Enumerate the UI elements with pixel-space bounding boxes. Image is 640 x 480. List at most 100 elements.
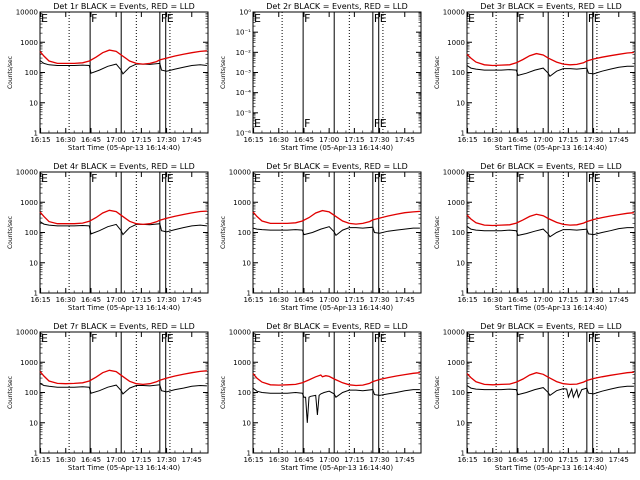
plot-frame — [466, 11, 636, 134]
x-tick-label: 16:30 — [483, 136, 503, 144]
x-tick-label: 17:30 — [369, 136, 389, 144]
y-tick-label: 1000 — [447, 359, 465, 367]
panel-1: Det 1r BLACK = Events, RED = LLD 1 10 100 10… — [7, 2, 209, 152]
y-tick-label: 10000 — [229, 169, 251, 177]
x-tick-label: 16:30 — [483, 456, 503, 464]
plot-frame — [252, 171, 422, 294]
x-tick-label: 16:15 — [243, 456, 263, 464]
series-line-events — [39, 382, 207, 395]
time-marker-label: F — [518, 12, 524, 25]
x-tick-label: 16:45 — [508, 136, 528, 144]
y-tick-label: 100 — [25, 229, 38, 237]
panel-title: Det 9r BLACK = Events, RED = LLD — [480, 322, 622, 331]
y-tick-label: 10 — [456, 99, 465, 107]
time-marker-label: E — [41, 12, 48, 25]
x-tick-label: 16:15 — [457, 456, 477, 464]
y-tick-label: 10000 — [443, 329, 465, 337]
y-tick-label: 1 — [34, 450, 38, 458]
y-tick-label: 10 — [29, 419, 38, 427]
x-tick-label: 17:15 — [344, 136, 364, 144]
time-marker-label: F — [91, 12, 97, 25]
time-marker-label: F — [91, 172, 97, 185]
y-tick-label: 10 — [29, 99, 38, 107]
panel-8: Det 8r BLACK = Events, RED = LLD 1 10 100 10… — [220, 322, 422, 472]
y-tick-label: 100 — [25, 389, 38, 397]
panel-9: Det 9r BLACK = Events, RED = LLD 1 10 100 10… — [434, 322, 636, 472]
y-tick-label: 10 — [242, 259, 251, 267]
y-tick-label: 10000 — [16, 329, 38, 337]
y-tick-label: 1000 — [447, 199, 465, 207]
series-line-events — [39, 221, 207, 236]
x-tick-label: 17:00 — [533, 296, 553, 304]
x-tick-label: 16:45 — [294, 456, 314, 464]
y-tick-label: 1000 — [20, 359, 38, 367]
time-marker-label: E — [254, 332, 261, 345]
time-marker-label: E — [254, 117, 261, 130]
x-tick-label: 16:30 — [56, 456, 76, 464]
y-tick-label: 10⁻⁶ — [236, 130, 252, 138]
series-line-events — [466, 65, 634, 78]
y-tick-label: 100 — [452, 69, 465, 77]
x-tick-label: 17:45 — [182, 456, 202, 464]
y-tick-label: 10000 — [16, 9, 38, 17]
time-marker-label: F — [304, 332, 310, 345]
x-tick-label: 17:45 — [395, 456, 415, 464]
time-marker-label: F — [588, 332, 594, 345]
series-line-events — [466, 385, 634, 399]
series-line-events — [252, 387, 420, 423]
panel-6: Det 6r BLACK = Events, RED = LLD 1 10 100 10… — [434, 162, 636, 312]
x-tick-label: 16:45 — [81, 296, 101, 304]
x-tick-label: 17:00 — [106, 136, 126, 144]
x-axis-label: Start Time (05-Apr-13 16:14:40) — [68, 464, 180, 472]
series-line-events — [252, 226, 420, 237]
y-tick-label: 10⁻¹ — [236, 29, 252, 37]
x-axis-label: Start Time (05-Apr-13 16:14:40) — [495, 144, 607, 152]
y-axis-label: Counts/sec — [7, 56, 14, 89]
y-axis-label: Counts/sec — [220, 376, 227, 409]
series-line-lld — [252, 372, 420, 387]
y-tick-label: 10 — [242, 419, 251, 427]
time-marker-label: F — [304, 12, 310, 25]
x-tick-label: 17:00 — [319, 136, 339, 144]
time-marker-label: F — [374, 12, 380, 25]
y-tick-label: 10000 — [443, 169, 465, 177]
time-marker-label: F — [588, 12, 594, 25]
series-line-lld — [466, 51, 634, 67]
x-tick-label: 17:15 — [131, 296, 151, 304]
y-tick-label: 10 — [456, 259, 465, 267]
x-tick-label: 16:45 — [81, 136, 101, 144]
x-tick-label: 17:45 — [609, 456, 629, 464]
y-tick-label: 100 — [238, 389, 251, 397]
x-tick-label: 17:45 — [395, 136, 415, 144]
series-line-events — [39, 60, 207, 75]
x-tick-label: 17:30 — [583, 136, 603, 144]
x-tick-label: 17:15 — [131, 136, 151, 144]
x-tick-label: 17:45 — [182, 136, 202, 144]
panel-title: Det 2r BLACK = Events, RED = LLD — [266, 2, 408, 11]
x-tick-label: 17:45 — [395, 296, 415, 304]
y-tick-label: 1 — [461, 450, 465, 458]
y-axis-label: Counts/sec — [434, 376, 441, 409]
series-line-lld — [39, 209, 207, 226]
x-tick-label: 16:30 — [269, 296, 289, 304]
time-marker-label: F — [588, 172, 594, 185]
y-tick-label: 10000 — [229, 329, 251, 337]
x-tick-label: 17:30 — [369, 296, 389, 304]
y-tick-label: 100 — [452, 229, 465, 237]
x-tick-label: 17:30 — [156, 136, 176, 144]
y-axis-label: Counts/sec — [7, 376, 14, 409]
x-axis-label: Start Time (05-Apr-13 16:14:40) — [68, 144, 180, 152]
x-tick-label: 17:30 — [156, 296, 176, 304]
time-marker-label: F — [304, 172, 310, 185]
y-axis-label: Counts/sec — [7, 216, 14, 249]
y-tick-label: 10⁻⁵ — [236, 109, 252, 117]
time-marker-label: E — [41, 172, 48, 185]
x-tick-label: 16:30 — [56, 136, 76, 144]
x-tick-label: 17:30 — [583, 456, 603, 464]
panel-title: Det 6r BLACK = Events, RED = LLD — [480, 162, 622, 171]
y-tick-label: 10 — [456, 419, 465, 427]
x-tick-label: 17:15 — [344, 296, 364, 304]
time-marker-label: F — [374, 117, 380, 130]
time-marker-label: E — [468, 12, 475, 25]
